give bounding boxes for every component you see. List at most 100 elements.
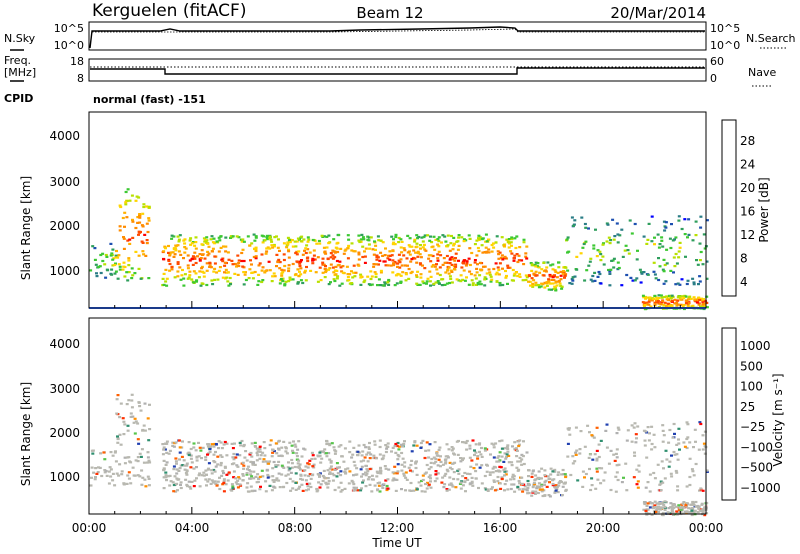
power-cell-422: [311, 262, 315, 265]
power-cell-236: [261, 241, 265, 244]
power-cell-361: [357, 239, 361, 242]
velocity-cell-1337: [615, 464, 619, 467]
velocity-cell-1259: [592, 436, 596, 439]
power-cell-561: [402, 247, 406, 250]
velocity-cell-144: [503, 467, 507, 470]
power-cell-1154: [532, 272, 536, 275]
velocity-cell-546: [305, 489, 308, 492]
velocity-cell-887: [184, 472, 188, 475]
velocity-cell-398: [213, 480, 217, 483]
velocity-cell-672: [353, 487, 357, 491]
nsky-tick-top: 10^5: [54, 22, 84, 35]
velocity-cell-1231: [698, 421, 702, 424]
power-cell-920: [254, 235, 258, 238]
velocity-cell-1211: [538, 482, 542, 485]
power-cell-677: [465, 260, 469, 263]
power-cell-1041: [242, 240, 246, 243]
power-cell-1005: [403, 249, 407, 252]
velocity-cell-729: [209, 482, 213, 485]
power-cell-38: [115, 249, 118, 253]
power-cell-862: [377, 239, 381, 242]
nsky-trace: [89, 26, 705, 49]
velocity-cell-1104: [246, 490, 250, 493]
velocity-cell-578: [339, 470, 343, 473]
power-cell-386: [168, 253, 172, 256]
velocity-cell-831: [232, 452, 236, 456]
velocity-cell-1186: [531, 490, 535, 493]
velocity-cell-541: [468, 456, 472, 459]
power-cell-913: [450, 234, 453, 238]
power-cell-136: [270, 280, 274, 283]
power-cell-733: [290, 239, 294, 242]
velocity-cell-930: [280, 473, 284, 476]
velocity-cell-912: [499, 487, 503, 490]
power-cell-91: [116, 256, 120, 259]
velocity-cell-245: [200, 457, 203, 460]
power-cell-19: [113, 263, 117, 267]
power-cell-1230: [570, 277, 574, 281]
power-cell-508: [497, 268, 501, 272]
velocity-cell-1173: [534, 478, 538, 481]
velocity-cell-1110: [408, 469, 412, 472]
velocity-cell-1080: [396, 463, 400, 466]
velocity-cell-1176: [543, 494, 547, 497]
xtick-2000: 20:00: [586, 521, 621, 535]
power-cell-688: [263, 271, 267, 274]
power-cell-152: [488, 273, 492, 276]
power-ytick-1000: 1000: [49, 264, 80, 278]
power-cell-109: [119, 205, 123, 209]
velocity-cell-662: [245, 472, 249, 475]
power-cell-60: [123, 211, 127, 214]
velocity-cell-1153: [558, 481, 562, 484]
power-cell-22: [99, 271, 103, 275]
power-cell-480: [329, 281, 332, 284]
power-cell-585: [221, 257, 225, 260]
power-cell-46: [125, 216, 129, 219]
power-cell-822: [455, 278, 459, 281]
power-cell-937: [357, 253, 361, 256]
velocity-cell-863: [521, 490, 525, 493]
power-cell-1368: [661, 245, 665, 248]
velocity-cell-766: [459, 487, 463, 490]
power-cell-1235: [695, 259, 698, 262]
velocity-colorbar-frame: [721, 327, 737, 501]
velocity-cell-1028: [368, 483, 372, 486]
power-cell-861: [198, 259, 202, 262]
power-cell-541: [415, 275, 419, 278]
velocity-cell-1354: [596, 478, 600, 481]
power-cell-636: [518, 273, 522, 276]
power-cell-1317: [582, 242, 586, 246]
velocity-cell-719: [474, 477, 478, 480]
power-cell-787: [450, 256, 454, 259]
velocity-cell-1236: [630, 440, 634, 443]
velocity-cell-630: [301, 478, 304, 481]
power-cell-384: [190, 278, 194, 281]
velocity-cell-1134: [548, 495, 552, 498]
power-cell-642: [176, 275, 180, 278]
power-cell-1387: [630, 232, 634, 235]
power-cell-690: [226, 280, 230, 283]
velocity-cell-10: [90, 476, 93, 479]
velocity-cell-654: [254, 475, 258, 478]
velocity-cell-83: [116, 394, 120, 397]
power-cell-1212: [527, 280, 530, 283]
power-cell-824: [301, 253, 305, 256]
power-cell-1298: [650, 215, 654, 218]
power-cell-692: [257, 264, 261, 267]
power-cell-81: [146, 230, 150, 234]
power-cell-587: [485, 272, 489, 275]
power-cell-1364: [599, 282, 603, 285]
power-cell-858: [473, 259, 477, 262]
velocity-cell-945: [299, 473, 303, 476]
power-cell-881: [335, 242, 339, 245]
power-cell-1326: [612, 238, 616, 241]
power-cell-893: [370, 283, 374, 286]
power-cell-1559: [666, 305, 670, 308]
power-cell-922: [410, 258, 414, 261]
power-cell-1253: [657, 257, 660, 260]
velocity-cell-1039: [518, 456, 522, 459]
power-cell-573: [213, 278, 217, 281]
power-cell-970: [350, 249, 354, 252]
velocity-cell-0: [93, 478, 97, 481]
nave-label: Nave: [748, 66, 776, 79]
